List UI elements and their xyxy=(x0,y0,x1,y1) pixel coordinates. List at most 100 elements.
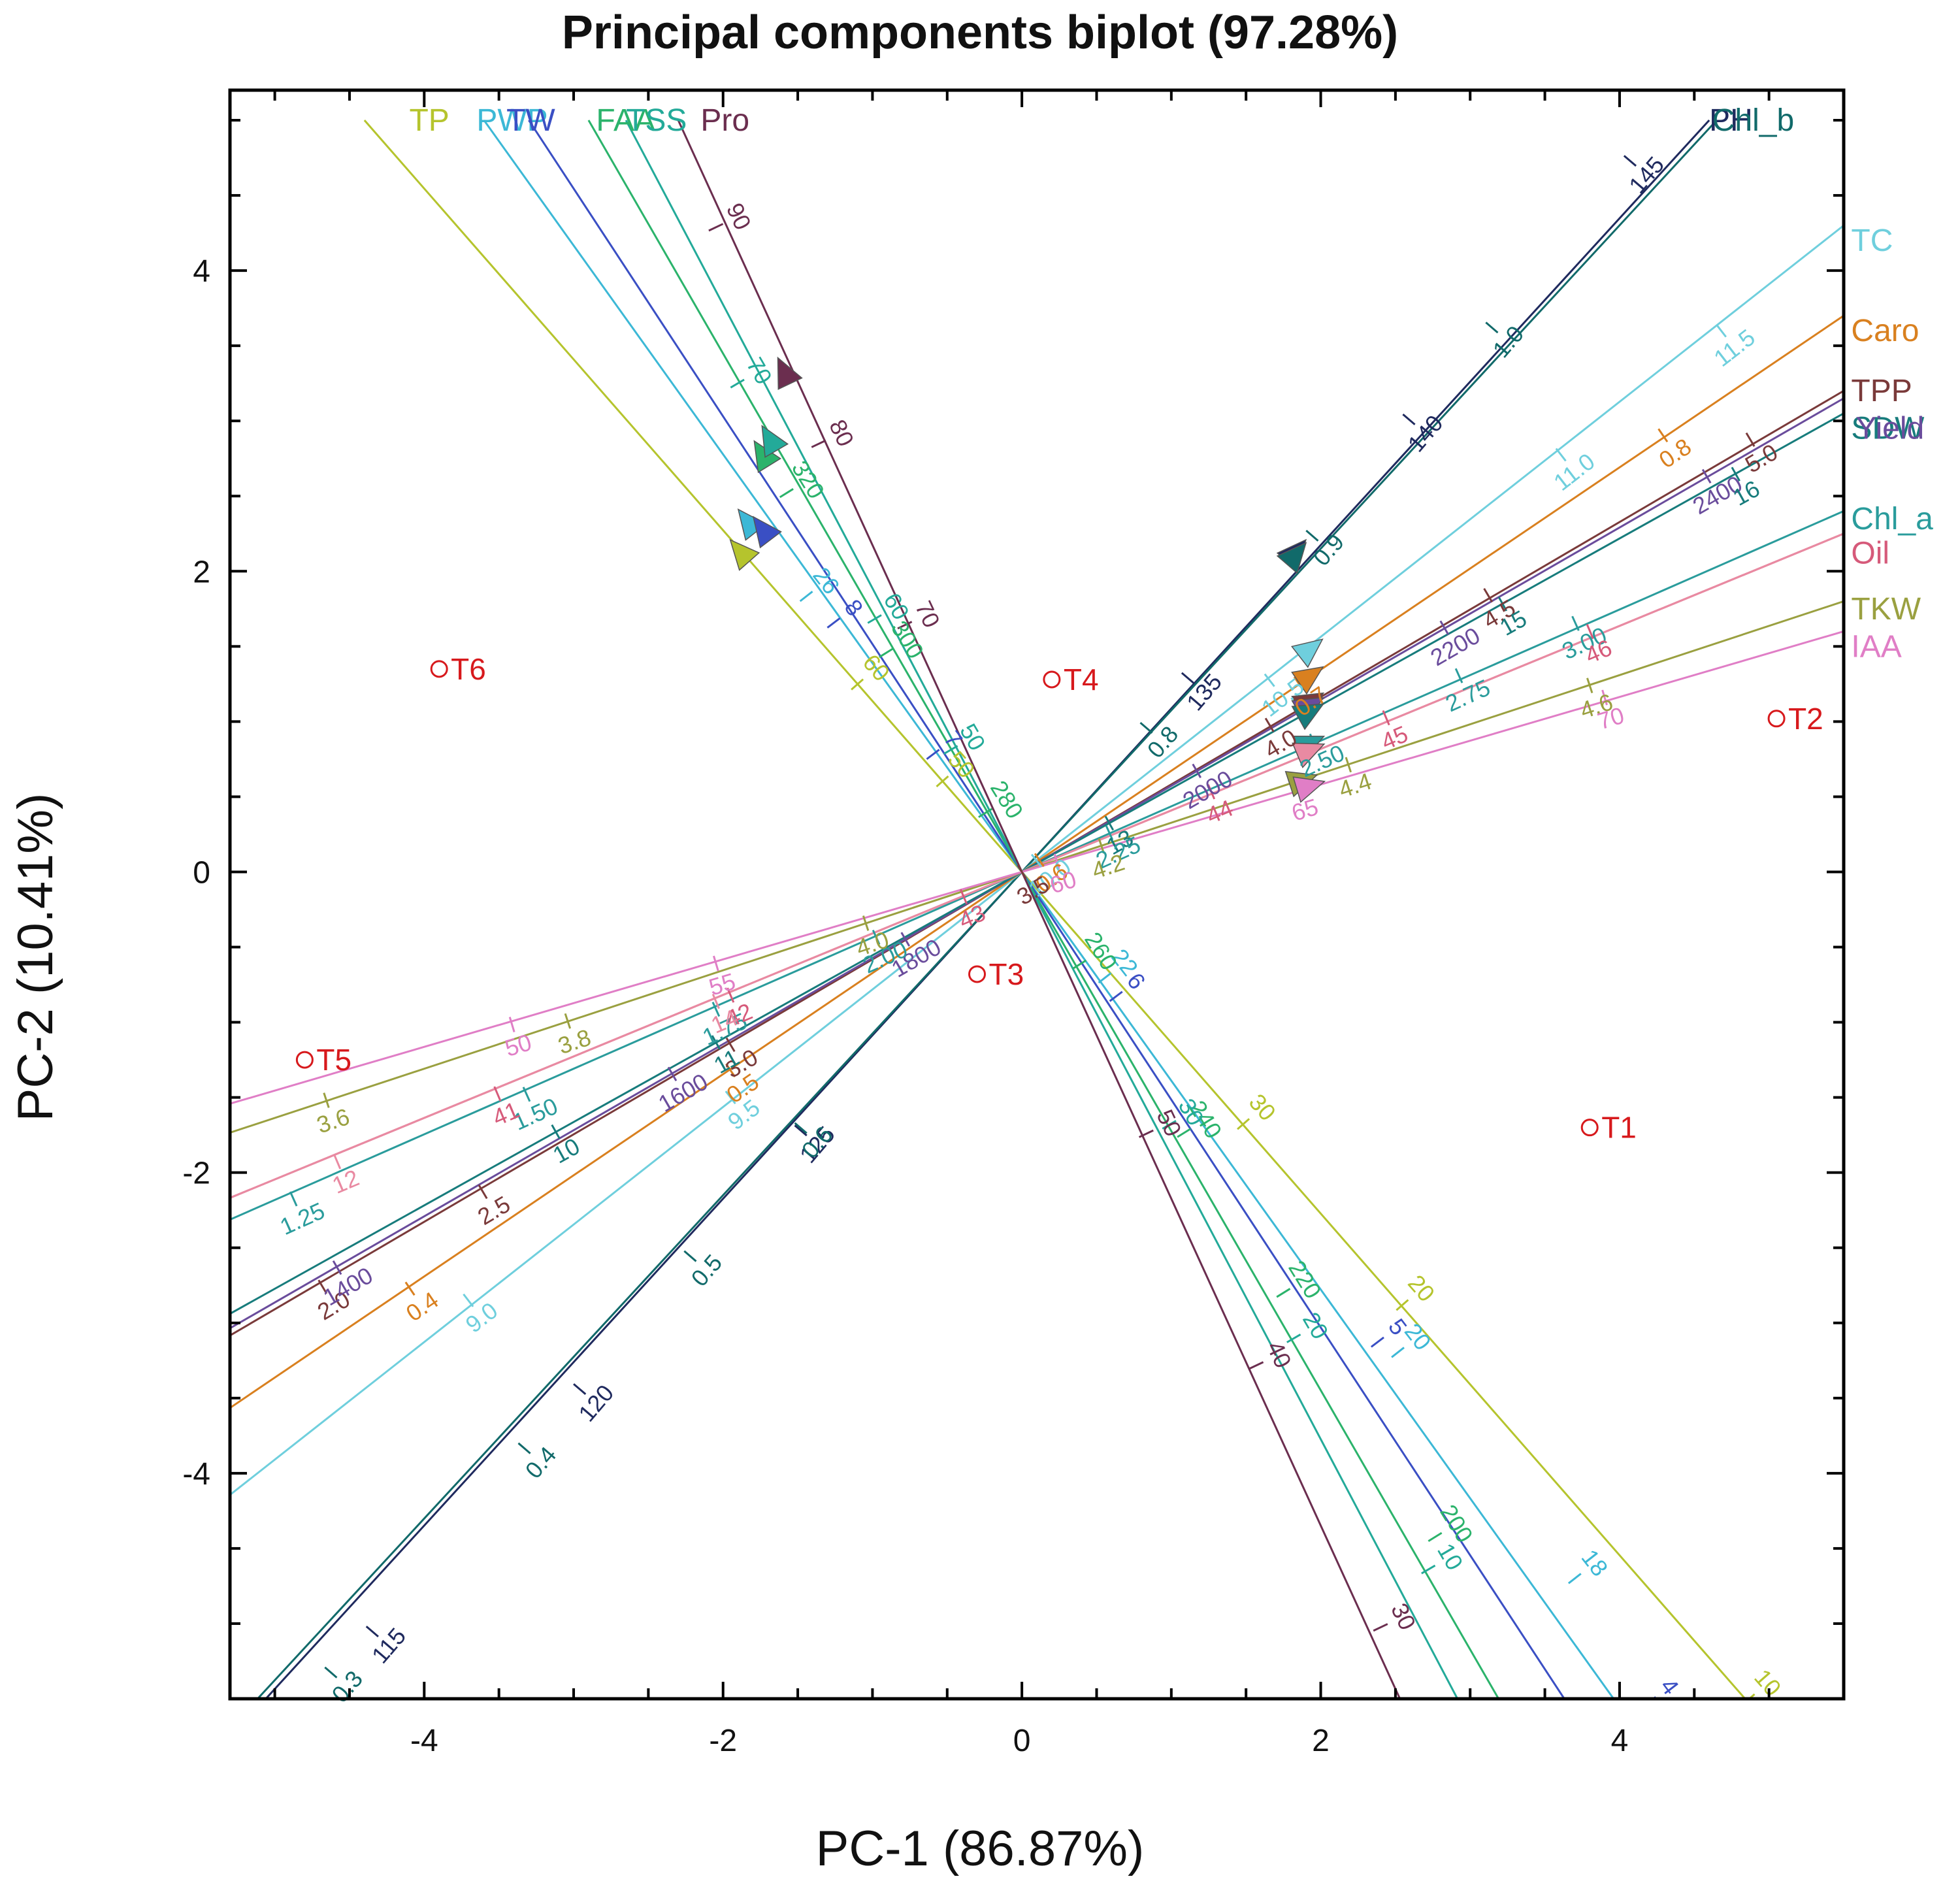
vector-tick-pwp xyxy=(799,591,813,602)
vector-arrowhead-chl-b xyxy=(1276,542,1307,574)
vector-tick-caro xyxy=(1034,853,1045,868)
vector-line-pwp xyxy=(483,120,1615,1699)
treatment-label-t3: T3 xyxy=(989,957,1024,991)
vector-tick-tw xyxy=(926,749,940,760)
vector-arrowheads xyxy=(729,356,1326,803)
vector-tick-chl-b xyxy=(794,1122,808,1134)
treatment-marker-t5 xyxy=(295,1051,314,1069)
vector-tick-sdw xyxy=(1104,815,1115,831)
vector-name-tss: TSS xyxy=(626,103,687,138)
vector-arrowhead-pwp xyxy=(737,508,768,541)
vector-tick-chl-b xyxy=(1485,321,1499,334)
vector-tick-label-iaa: 65 xyxy=(1288,793,1321,827)
vector-tick-label-tpp: 5.0 xyxy=(1740,438,1782,478)
vector-tick-label-ph: 115 xyxy=(367,1622,411,1668)
vector-tick-tw xyxy=(1109,991,1123,1002)
vector-tick-tc xyxy=(725,1090,736,1105)
vector-tick-sdw xyxy=(1731,467,1740,482)
vector-name-faa: FAA xyxy=(596,103,655,138)
vector-arrowhead-caro xyxy=(1291,666,1324,695)
vector-tick-tss xyxy=(1421,1564,1436,1575)
vector-tick-label-sdw: 10 xyxy=(548,1132,584,1168)
vector-tick-label-tc: 11.5 xyxy=(1708,323,1759,372)
vector-name-pwp: PWP xyxy=(476,103,547,138)
vector-tick-label-yield: 1600 xyxy=(654,1068,713,1118)
vector-tick-sdw xyxy=(1497,597,1508,612)
vector-tick-sdw xyxy=(711,1035,721,1050)
vector-name-sdw: SDW xyxy=(1851,412,1925,446)
vector-tick-label-tkw: 4.4 xyxy=(1335,768,1375,804)
vector-tick-tc xyxy=(1555,448,1567,462)
vector-tick-tc xyxy=(1715,323,1727,338)
loading-vectors xyxy=(230,120,1844,1699)
vector-tick-oil xyxy=(1586,623,1594,640)
vector-tick-yield xyxy=(667,1066,678,1081)
vector-tick-oil-pink xyxy=(333,1154,342,1170)
vector-tick-tkw xyxy=(1098,838,1105,854)
vector-tick-tw xyxy=(1370,1336,1384,1348)
treatment-points: T1 T2 T3 T4 T5 T6 xyxy=(295,652,1823,1145)
vector-tick-faa xyxy=(779,488,794,499)
x-axis-tick-label: 2 xyxy=(1312,1724,1330,1758)
vector-tick-tss xyxy=(1286,1334,1301,1343)
vector-tick-tpp xyxy=(478,1184,488,1200)
vector-tick-tss xyxy=(943,745,958,755)
axes: -4 -2 0 2 4 -4 -2 0 2 4 xyxy=(182,90,1844,1758)
vector-tick-label-oil-pink: 12 xyxy=(329,1164,363,1199)
vector-tick-chl-b xyxy=(324,1666,338,1679)
vector-tick-label-tw: 4 xyxy=(1655,1673,1684,1700)
x-axis-tick-label: 4 xyxy=(1611,1724,1629,1758)
vector-tick-label-pro: 30 xyxy=(1386,1599,1421,1634)
vector-tick-tp xyxy=(1237,1118,1250,1130)
vector-tick-sdw xyxy=(551,1124,561,1139)
vector-line-tc xyxy=(230,224,1844,1496)
vector-tick-ph xyxy=(794,1124,808,1137)
vector-name-iaa: IAA xyxy=(1851,629,1901,664)
y-axis-tick-label: 4 xyxy=(193,254,210,289)
vector-name-tp: TP xyxy=(409,103,449,138)
y-axis-tick-label: 0 xyxy=(193,855,210,890)
vector-tick-label-pro: 90 xyxy=(721,199,757,234)
vector-tick-label-tp: 60 xyxy=(858,649,895,686)
vector-tick-tc xyxy=(463,1293,474,1307)
vector-name-ph: PH xyxy=(1709,103,1753,138)
vector-arrowhead-tss xyxy=(761,425,789,458)
vector-line-iaa xyxy=(230,630,1844,1105)
vector-tick-tkw xyxy=(323,1092,330,1108)
vector-tick-marks xyxy=(289,155,1756,1699)
vector-tick-pwp xyxy=(1098,972,1112,984)
vector-tick-ph xyxy=(573,1383,587,1395)
vector-tick-label-tc: 9.0 xyxy=(461,1297,503,1338)
treatment-marker-t2 xyxy=(1767,710,1786,728)
vector-tick-oil xyxy=(959,889,968,904)
vector-tick-pwp xyxy=(1391,1347,1405,1358)
vector-tick-tc xyxy=(1030,853,1042,868)
vector-tick-tw xyxy=(826,617,841,629)
vector-tick-label-caro: 0.4 xyxy=(401,1286,443,1327)
vector-tick-yield xyxy=(332,1260,342,1275)
vector-arrowhead-tp xyxy=(729,538,760,571)
vector-tick-chl-a xyxy=(1105,825,1114,840)
vector-line-tss xyxy=(625,120,1459,1699)
vector-tick-chl-a xyxy=(1454,668,1463,683)
vector-name-pro: Pro xyxy=(700,103,749,138)
vector-tick-label-iaa: 55 xyxy=(706,968,738,1001)
vector-arrowhead-pro xyxy=(777,356,803,390)
vector-tick-oil xyxy=(1382,710,1390,726)
vector-tick-iaa xyxy=(1601,689,1608,706)
vector-name-caro: Caro xyxy=(1851,314,1919,348)
treatment-marker-t4 xyxy=(1043,670,1061,689)
y-axis-tick-label: -2 xyxy=(182,1156,210,1191)
vector-tick-tkw xyxy=(1345,757,1352,773)
vector-tick-chl-a xyxy=(522,1087,531,1102)
vector-line-sdw xyxy=(230,412,1844,1315)
vector-tick-label-pwp: 18 xyxy=(1576,1544,1614,1581)
vector-tick-label-tp: 30 xyxy=(1244,1089,1281,1126)
vector-arrowhead-tw xyxy=(752,516,782,549)
vector-tick-ph xyxy=(1402,413,1416,425)
vector-tick-chl-b xyxy=(1139,721,1153,734)
vector-line-tkw xyxy=(230,600,1844,1134)
treatment-label-t1: T1 xyxy=(1601,1111,1637,1145)
vector-tick-faa xyxy=(1177,1128,1192,1138)
vector-name-tpp: TPP xyxy=(1851,374,1912,408)
